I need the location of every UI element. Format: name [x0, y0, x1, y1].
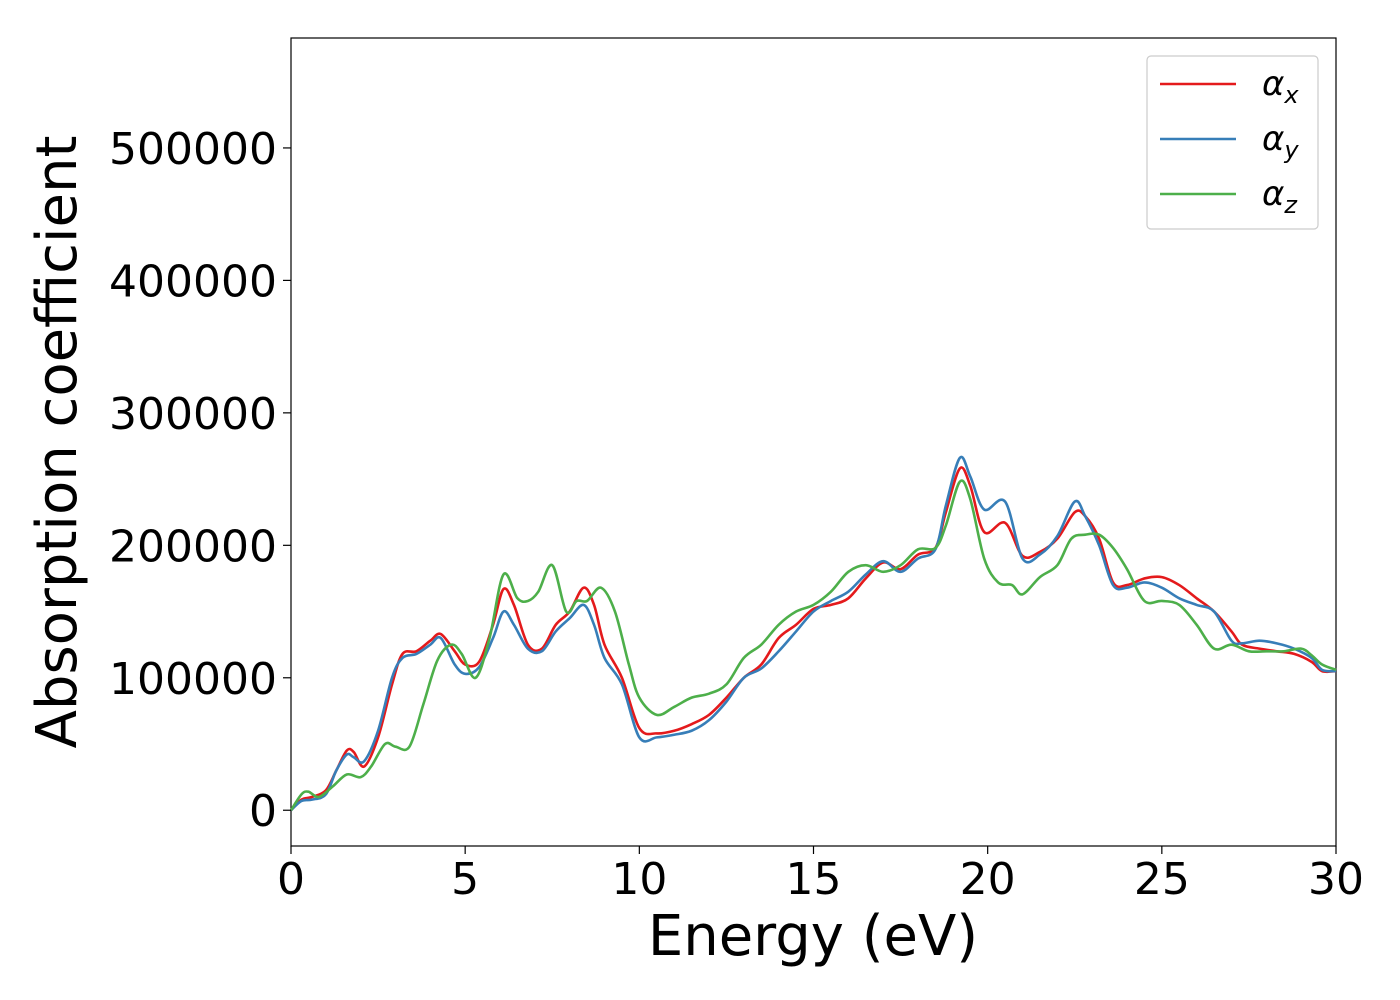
y-tick-label: 200000: [109, 521, 277, 572]
y-axis-title: Absorption coefficient: [25, 136, 90, 749]
series-layer: [289, 455, 1337, 812]
legend-label-y: αy: [1262, 119, 1299, 164]
series-line-y: [290, 455, 1337, 812]
y-tick-label: 0: [249, 786, 277, 837]
x-tick-label: 25: [1134, 854, 1190, 905]
x-tick-label: 5: [451, 854, 479, 905]
y-axis-ticks: 0 100000 200000 300000 400000 500000: [109, 124, 291, 837]
x-tick-label: 30: [1308, 854, 1364, 905]
series-line-x: [290, 466, 1337, 812]
x-axis-title: Energy (eV): [648, 904, 978, 969]
legend: αx αy αz: [1146, 55, 1319, 230]
series-line-z: [289, 479, 1337, 811]
x-axis-ticks: 0 5 10 15 20 25 30: [277, 846, 1364, 905]
y-tick-label: 100000: [109, 654, 277, 705]
y-tick-label: 500000: [109, 124, 277, 175]
legend-label-z: αz: [1262, 174, 1298, 219]
legend-label-x: αx: [1262, 64, 1299, 109]
y-tick-label: 400000: [109, 256, 277, 307]
y-tick-label: 300000: [109, 389, 277, 440]
x-tick-label: 10: [611, 854, 667, 905]
x-tick-label: 15: [786, 854, 842, 905]
legend-entries: αx αy αz: [1160, 64, 1299, 219]
x-tick-label: 20: [960, 854, 1016, 905]
legend-box: [1146, 55, 1319, 230]
x-tick-label: 0: [277, 854, 305, 905]
